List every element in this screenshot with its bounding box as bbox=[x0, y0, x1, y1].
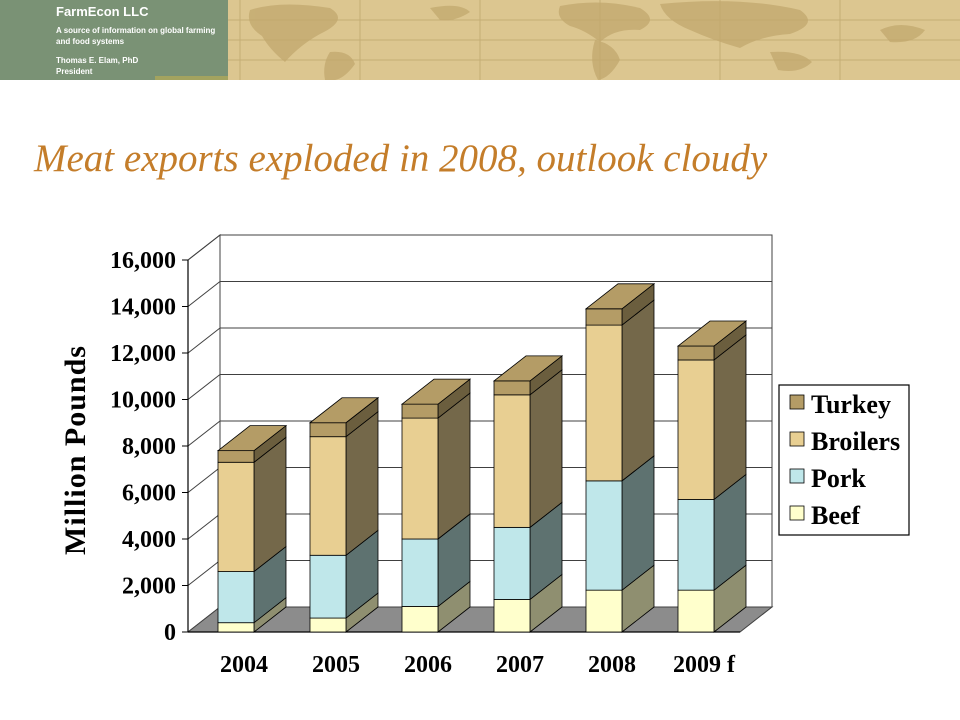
legend-swatch-beef bbox=[789, 505, 805, 521]
gridline-side bbox=[187, 374, 221, 400]
y-tick-label: 12,000 bbox=[110, 341, 176, 367]
y-tick-label: 2,000 bbox=[122, 574, 176, 600]
bar-beef bbox=[585, 589, 623, 633]
bar-pork bbox=[585, 480, 623, 591]
bar-turkey-top bbox=[216, 425, 288, 452]
bar-pork bbox=[677, 499, 715, 591]
bar-broilers bbox=[309, 436, 347, 556]
bar-broilers bbox=[585, 324, 623, 482]
bar-broilers-side bbox=[621, 299, 655, 482]
x-tick-label: 2008 bbox=[588, 652, 636, 678]
legend-swatch-broilers bbox=[789, 431, 805, 447]
x-tick-label: 2007 bbox=[496, 652, 544, 678]
bar-turkey bbox=[493, 380, 531, 396]
company-tagline: A source of information on global farmin… bbox=[56, 26, 216, 46]
header-banner: FarmEcon LLC A source of information on … bbox=[0, 0, 960, 80]
presenter-name: Thomas E. Elam, PhD bbox=[56, 56, 139, 65]
bar-pork bbox=[217, 571, 255, 624]
y-tick-label: 4,000 bbox=[122, 527, 176, 553]
y-tick-label: 16,000 bbox=[110, 248, 176, 274]
bar-turkey-top bbox=[676, 320, 748, 347]
presenter-block: Thomas E. Elam, PhD President bbox=[56, 55, 138, 77]
y-tick-label: 10,000 bbox=[110, 388, 176, 414]
bar-turkey-top bbox=[492, 355, 564, 382]
bar-broilers bbox=[493, 394, 531, 528]
bar-beef bbox=[493, 599, 531, 633]
bar-beef bbox=[677, 589, 715, 633]
presenter-role: President bbox=[56, 67, 93, 76]
legend-label-pork: Pork bbox=[811, 464, 866, 493]
bar-broilers bbox=[677, 359, 715, 500]
bar-broilers-side bbox=[529, 369, 563, 529]
y-axis-label: Million Pounds bbox=[59, 345, 92, 555]
gridline-side bbox=[187, 513, 221, 540]
bar-beef bbox=[217, 622, 255, 633]
bar-turkey-top bbox=[584, 283, 656, 310]
company-name: FarmEcon LLC bbox=[56, 4, 149, 19]
bar-pork bbox=[493, 526, 531, 600]
gridline-side bbox=[187, 420, 221, 447]
gridline-side bbox=[187, 327, 221, 354]
legend-label-beef: Beef bbox=[811, 501, 860, 530]
y-tick-label: 14,000 bbox=[110, 295, 176, 321]
legend-swatch-pork bbox=[789, 468, 805, 484]
bar-broilers-side bbox=[437, 392, 471, 540]
bar-pork bbox=[401, 538, 439, 607]
gridline-side bbox=[187, 560, 221, 586]
bar-turkey bbox=[309, 422, 347, 438]
bar-broilers-side bbox=[713, 334, 747, 501]
legend-label-turkey: Turkey bbox=[811, 390, 891, 419]
x-tick-label: 2009 f bbox=[673, 652, 736, 678]
legend-label-broilers: Broilers bbox=[811, 427, 900, 456]
x-tick-label: 2005 bbox=[312, 652, 360, 678]
bar-beef bbox=[401, 606, 439, 633]
x-tick-label: 2006 bbox=[404, 652, 452, 678]
gridline-side bbox=[187, 467, 221, 493]
bar-pork bbox=[309, 554, 347, 619]
brand-accent-stripe bbox=[155, 76, 228, 80]
brand-box: FarmEcon LLC A source of information on … bbox=[0, 0, 228, 80]
legend-swatch-turkey bbox=[789, 394, 805, 410]
bar-turkey bbox=[217, 450, 255, 463]
bar-turkey bbox=[585, 308, 623, 326]
bar-turkey-top bbox=[308, 397, 380, 424]
bar-turkey-top bbox=[400, 378, 472, 405]
x-tick-label: 2004 bbox=[220, 652, 268, 678]
slide-title: Meat exports exploded in 2008, outlook c… bbox=[34, 137, 768, 180]
y-tick-label: 0 bbox=[164, 620, 176, 646]
gridline-side bbox=[187, 281, 221, 307]
bar-broilers bbox=[401, 417, 439, 540]
bar-beef bbox=[309, 617, 347, 633]
bar-turkey bbox=[677, 345, 715, 361]
bar-broilers bbox=[217, 461, 255, 572]
y-tick-label: 8,000 bbox=[122, 434, 176, 460]
y-tick-label: 6,000 bbox=[122, 481, 176, 507]
bar-turkey bbox=[401, 403, 439, 419]
gridline-side bbox=[187, 234, 221, 261]
